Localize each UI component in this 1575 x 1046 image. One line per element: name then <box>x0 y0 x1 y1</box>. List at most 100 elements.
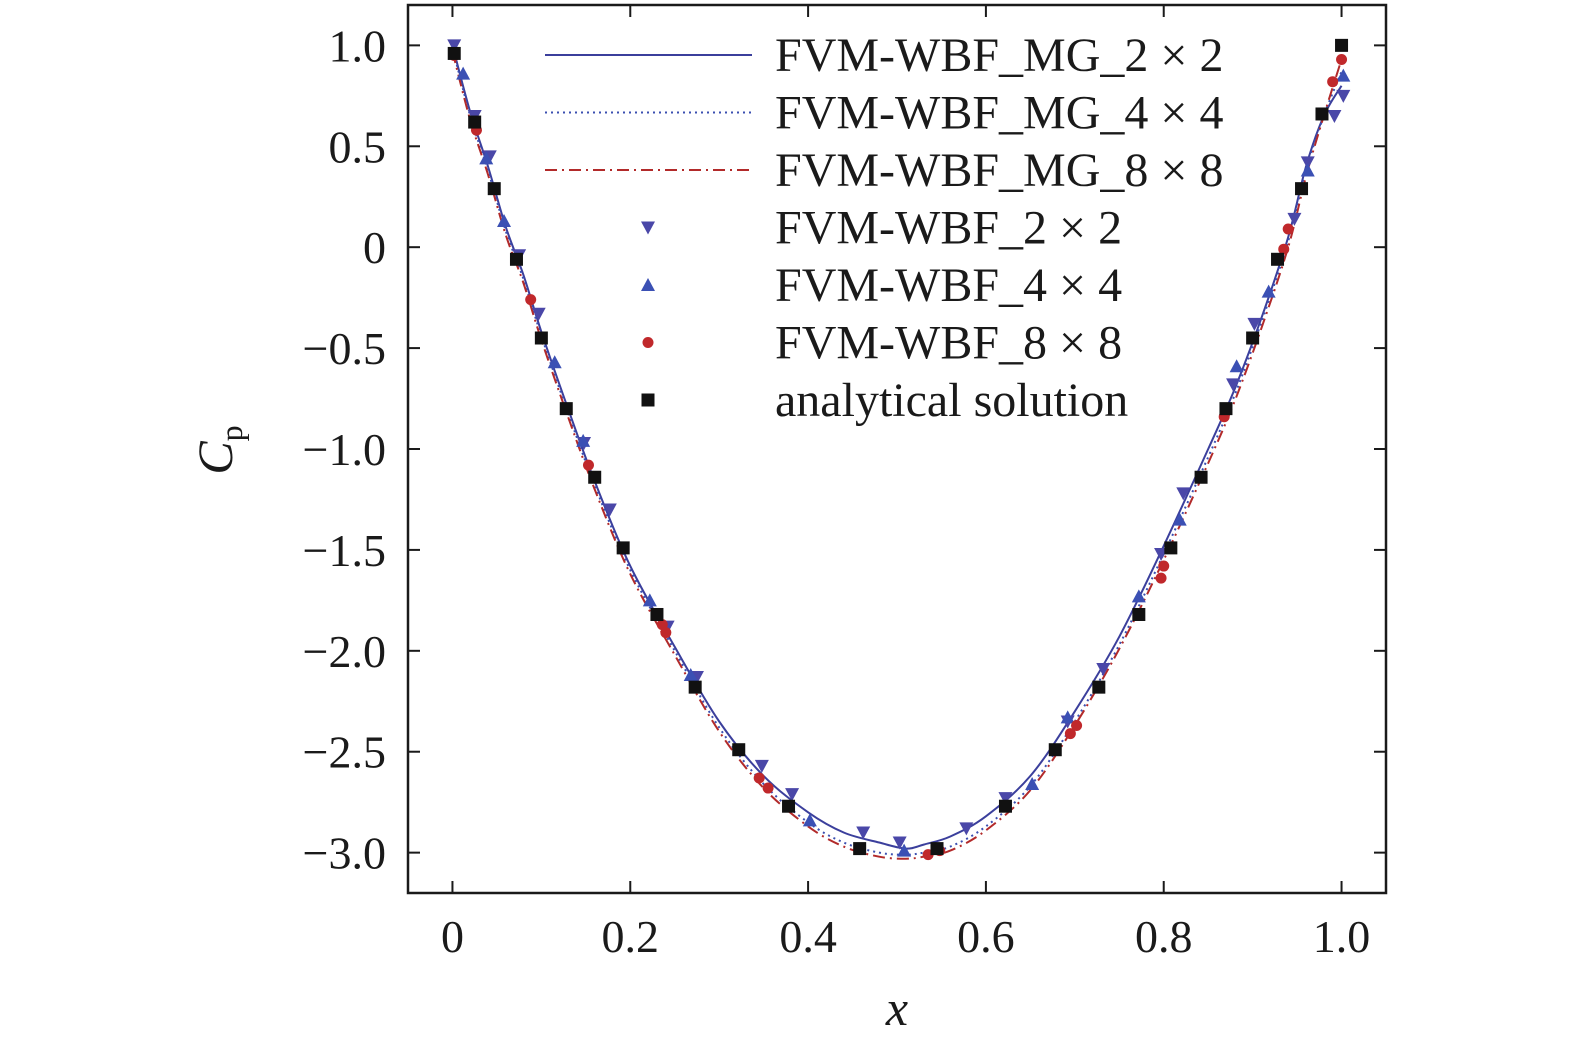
marker-fvm-wbf-2-2 <box>531 307 546 321</box>
legend-label-fvm-wbf-mg-4-4: FVM-WBF_MG_4 × 4 <box>775 87 1223 140</box>
x-tick-label: 1.0 <box>1313 911 1371 962</box>
marker-analytical-solution <box>930 842 944 856</box>
legend-marker-fvm-wbf-2-2 <box>641 221 655 235</box>
y-axis-label: Cp <box>187 425 249 474</box>
y-tick-label: 1.0 <box>329 20 387 71</box>
y-axis-ticks <box>408 44 1386 854</box>
marker-fvm-wbf-8-8 <box>525 294 537 306</box>
marker-analytical-solution <box>1048 743 1062 757</box>
legend-label-fvm-wbf-mg-2-2: FVM-WBF_MG_2 × 2 <box>775 29 1223 82</box>
y-axis-label-main: C <box>187 441 243 475</box>
legend-label-analytical-solution: analytical solution <box>775 374 1128 427</box>
marker-analytical-solution <box>1194 470 1208 484</box>
x-axis-tick-labels: 0 0.2 0.4 0.6 0.8 1.0 <box>441 911 1370 962</box>
marker-analytical-solution <box>616 541 630 555</box>
marker-analytical-solution <box>1246 331 1260 345</box>
legend-label-fvm-wbf-4-4: FVM-WBF_4 × 4 <box>775 259 1122 312</box>
marker-fvm-wbf-8-8 <box>660 627 672 639</box>
marker-fvm-wbf-4-4 <box>1336 68 1351 82</box>
legend-marker-analytical-solution <box>641 393 655 407</box>
series-markers <box>447 38 1351 861</box>
marker-fvm-wbf-4-4 <box>1131 589 1146 603</box>
y-tick-label: 0.5 <box>329 121 387 172</box>
marker-fvm-wbf-2-2 <box>1247 317 1262 331</box>
marker-fvm-wbf-2-2 <box>856 826 871 840</box>
y-tick-label: −0.5 <box>303 323 386 374</box>
marker-fvm-wbf-8-8 <box>1336 53 1348 65</box>
x-tick-label: 0.8 <box>1135 911 1193 962</box>
marker-analytical-solution <box>853 842 867 856</box>
x-axis-label: x <box>885 980 908 1036</box>
marker-analytical-solution <box>1315 107 1329 121</box>
marker-fvm-wbf-2-2 <box>892 836 907 850</box>
marker-fvm-wbf-2-2 <box>1226 378 1241 392</box>
marker-fvm-wbf-4-4 <box>683 668 698 682</box>
marker-analytical-solution <box>1335 38 1349 52</box>
legend-label-fvm-wbf-2-2: FVM-WBF_2 × 2 <box>775 202 1122 255</box>
marker-fvm-wbf-8-8 <box>753 772 765 784</box>
y-axis-label-subscript: p <box>213 425 249 441</box>
marker-analytical-solution <box>559 402 573 416</box>
marker-fvm-wbf-2-2 <box>447 39 462 53</box>
marker-fvm-wbf-2-2 <box>754 759 769 773</box>
y-tick-label: −1.0 <box>303 424 386 475</box>
marker-fvm-wbf-4-4 <box>456 66 471 80</box>
marker-analytical-solution <box>782 799 796 813</box>
marker-analytical-solution <box>1295 182 1309 196</box>
marker-fvm-wbf-4-4 <box>1172 512 1187 526</box>
marker-fvm-wbf-2-2 <box>1336 89 1351 103</box>
y-tick-label: 0 <box>363 222 386 273</box>
marker-fvm-wbf-8-8 <box>582 459 594 471</box>
marker-fvm-wbf-8-8 <box>1064 728 1076 740</box>
x-tick-label: 0 <box>441 911 464 962</box>
marker-analytical-solution <box>998 799 1012 813</box>
y-tick-label: −1.5 <box>303 525 386 576</box>
marker-analytical-solution <box>732 743 746 757</box>
marker-fvm-wbf-4-4 <box>497 213 512 227</box>
marker-analytical-solution <box>468 115 482 129</box>
marker-fvm-wbf-4-4 <box>1229 359 1244 373</box>
marker-fvm-wbf-4-4 <box>576 433 591 447</box>
marker-fvm-wbf-2-2 <box>1287 212 1302 226</box>
marker-fvm-wbf-4-4 <box>802 813 817 827</box>
marker-fvm-wbf-8-8 <box>1071 719 1083 731</box>
marker-fvm-wbf-8-8 <box>1158 560 1170 572</box>
marker-analytical-solution <box>1092 680 1106 694</box>
marker-fvm-wbf-4-4 <box>1060 710 1075 724</box>
marker-fvm-wbf-8-8 <box>1278 243 1290 255</box>
marker-fvm-wbf-4-4 <box>547 355 562 369</box>
legend-marker-fvm-wbf-8-8 <box>642 337 654 348</box>
marker-analytical-solution <box>1271 252 1285 266</box>
marker-fvm-wbf-8-8 <box>762 782 774 794</box>
marker-fvm-wbf-2-2 <box>602 503 617 517</box>
marker-fvm-wbf-2-2 <box>959 822 974 836</box>
marker-fvm-wbf-2-2 <box>1300 156 1315 170</box>
marker-fvm-wbf-8-8 <box>1282 223 1294 235</box>
y-tick-label: −3.0 <box>303 828 386 879</box>
legend-label-fvm-wbf-8-8: FVM-WBF_8 × 8 <box>775 317 1122 370</box>
marker-fvm-wbf-4-4 <box>1025 777 1040 791</box>
y-axis-tick-labels: 1.0 0.5 0 −0.5 −1.0 −1.5 −2.0 −2.5 −3.0 <box>303 20 386 878</box>
marker-analytical-solution <box>1132 607 1146 621</box>
series-markers-analytical-solution <box>447 38 1349 856</box>
marker-analytical-solution <box>650 607 664 621</box>
legend-marker-fvm-wbf-4-4 <box>641 278 655 291</box>
marker-analytical-solution <box>487 182 501 196</box>
marker-fvm-wbf-2-2 <box>1176 487 1191 501</box>
marker-fvm-wbf-8-8 <box>1155 572 1167 584</box>
series-line-fvm-wbf-mg-8-8 <box>451 51 1343 860</box>
x-axis-ticks <box>451 5 1343 893</box>
marker-fvm-wbf-2-2 <box>1327 110 1342 123</box>
x-tick-label: 0.2 <box>602 911 660 962</box>
marker-analytical-solution <box>688 680 702 694</box>
y-tick-label: −2.5 <box>303 727 386 778</box>
marker-fvm-wbf-4-4 <box>479 151 494 165</box>
marker-fvm-wbf-8-8 <box>1327 76 1339 88</box>
y-tick-label: −2.0 <box>303 626 386 677</box>
marker-analytical-solution <box>1219 402 1233 416</box>
marker-fvm-wbf-2-2 <box>998 792 1013 806</box>
marker-analytical-solution <box>588 470 602 484</box>
marker-analytical-solution <box>447 46 461 60</box>
